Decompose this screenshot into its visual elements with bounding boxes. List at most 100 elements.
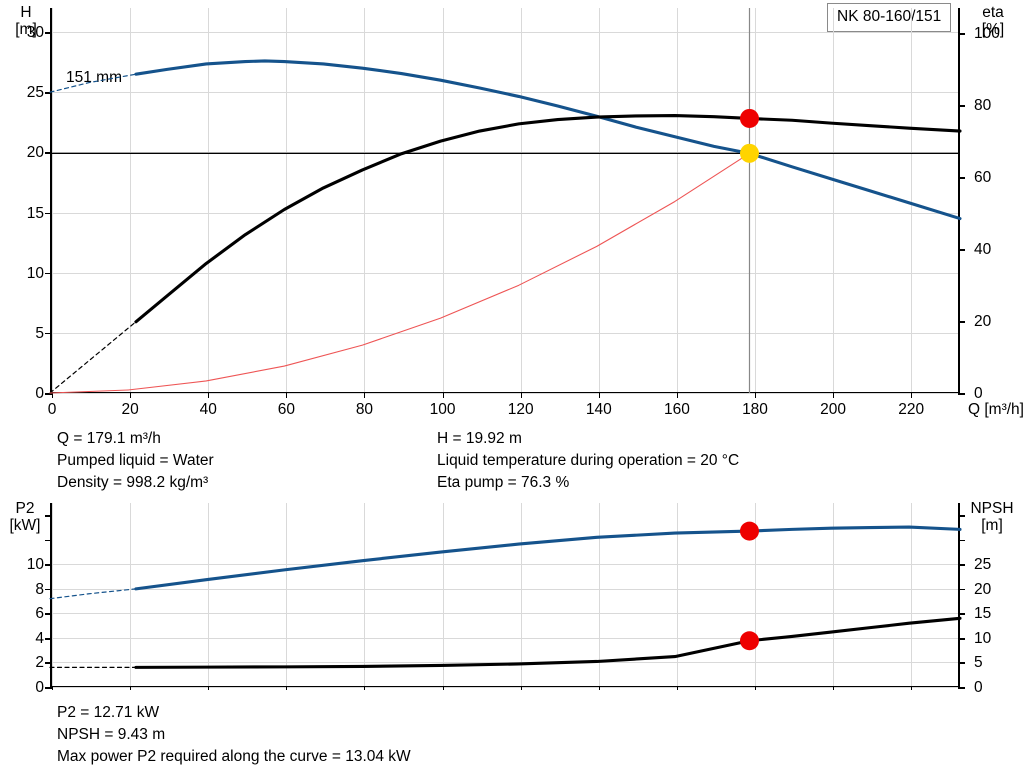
info-line: Density = 998.2 kg/m³	[57, 474, 209, 491]
axis-tick-right	[958, 177, 965, 179]
axis-label-bottom: 0	[47, 401, 57, 418]
axis-label-left: 6	[35, 605, 44, 623]
grid-line-vertical	[52, 8, 53, 392]
grid-line-vertical	[755, 8, 756, 392]
axis-tick-bottom	[208, 392, 210, 398]
grid-line-vertical	[520, 503, 522, 686]
axis-tick-right	[958, 588, 965, 591]
axis-tick-bottom	[364, 686, 366, 690]
axis-label-left: 30	[26, 24, 44, 42]
duty-point-info-top: Q = 179.1 m³/h Pumped liquid = Water Den…	[0, 428, 1024, 500]
axis-tick-left	[45, 515, 52, 517]
axis-label-right: 5	[974, 654, 983, 672]
axis-tick-left	[45, 332, 52, 335]
axis-tick-right	[958, 321, 965, 323]
axis-tick-bottom	[286, 392, 288, 398]
axis-tick-bottom	[755, 392, 756, 398]
bottom-right-axis-name: NPSH [m]	[970, 500, 1014, 534]
grid-line-vertical	[130, 8, 132, 392]
grid-line-vertical	[208, 8, 210, 392]
axis-tick-bottom	[520, 686, 522, 690]
top-right-axis-name: eta [%]	[981, 4, 1005, 38]
duty-point-efficiency-marker[interactable]	[739, 108, 759, 128]
grid-line-vertical	[364, 8, 366, 392]
axis-tick-right	[958, 249, 965, 251]
pump-model-title: NK 80-160/151	[827, 3, 952, 32]
info-line: Eta pump = 76.3 %	[437, 474, 570, 491]
axis-label-right: 25	[974, 556, 992, 574]
axis-label-bottom: 100	[429, 401, 456, 418]
duty-point-power-marker[interactable]	[739, 521, 759, 541]
curve-head-curve-151-mm-h-m	[134, 59, 962, 221]
axis-label-right: 20	[974, 580, 992, 598]
axis-label-bottom: 200	[820, 401, 847, 418]
grid-line-vertical	[52, 503, 53, 686]
axis-label-left: 0	[35, 679, 44, 696]
grid-line-horizontal	[52, 613, 958, 615]
info-line: Liquid temperature during operation = 20…	[437, 452, 740, 469]
axis-label-right: 10	[974, 629, 992, 647]
axis-tick-left	[45, 539, 52, 542]
axis-label-right: 80	[974, 97, 992, 115]
axis-tick-bottom	[755, 686, 756, 690]
grid-line-horizontal	[52, 332, 958, 334]
axis-label-bottom: 20	[121, 401, 139, 418]
axis-tick-bottom	[52, 392, 53, 398]
axis-tick-bottom	[598, 392, 600, 398]
axis-tick-left	[45, 564, 52, 566]
axis-tick-left	[45, 588, 52, 591]
axis-label-left: 0	[35, 385, 44, 402]
axis-tick-right	[958, 637, 965, 640]
curve-npsh-m	[134, 616, 962, 669]
axis-label-bottom: 140	[585, 401, 612, 418]
info-line: Max power P2 required along the curve = …	[57, 748, 411, 765]
axis-label-left: 10	[26, 556, 44, 574]
axis-tick-left	[45, 393, 52, 395]
top-curves	[49, 8, 962, 394]
grid-line-horizontal	[52, 588, 958, 590]
axis-tick-bottom	[911, 686, 913, 690]
axis-tick-bottom	[52, 686, 53, 690]
axis-tick-bottom	[286, 686, 288, 690]
axis-label-right: 40	[974, 241, 992, 259]
axis-label-left: 20	[26, 144, 44, 162]
axis-tick-bottom	[364, 392, 366, 398]
grid-line-vertical	[364, 503, 366, 686]
axis-label-right: 100	[974, 25, 1000, 43]
axis-tick-bottom	[833, 392, 835, 398]
grid-line-vertical	[676, 503, 678, 686]
duty-point-npsh-marker[interactable]	[739, 631, 759, 651]
info-top-left-column: Q = 179.1 m³/h Pumped liquid = Water Den…	[57, 428, 437, 494]
axis-tick-right	[958, 687, 965, 689]
axis-tick-bottom	[130, 686, 132, 690]
axis-label-left: 4	[35, 629, 44, 647]
x-axis-title: Q [m³/h]	[968, 401, 1024, 418]
axis-label-right: 15	[974, 605, 992, 623]
axis-tick-bottom	[130, 392, 132, 398]
info-line: Pumped liquid = Water	[57, 452, 214, 469]
axis-label-left: 10	[26, 264, 44, 282]
axis-tick-right	[958, 662, 965, 665]
axis-label-bottom: 180	[742, 401, 768, 418]
axis-label-bottom: 220	[898, 401, 925, 418]
info-line: P2 = 12.71 kW	[57, 704, 160, 721]
axis-tick-left	[45, 212, 52, 215]
grid-line-vertical	[130, 503, 132, 686]
axis-label-left: 5	[35, 324, 44, 342]
curve-efficiency-curve-eta	[134, 114, 962, 324]
axis-tick-right	[958, 539, 965, 542]
top-left-axis-name: H [m]	[15, 4, 37, 38]
grid-line-horizontal	[52, 212, 958, 214]
axis-label-bottom: 60	[277, 401, 295, 418]
curve-head-curve-151-mm-dashed-extension	[49, 73, 137, 93]
axis-tick-left	[45, 32, 52, 34]
power-npsh-chart: P2 [kW] NPSH [m] 0 2 4 6 8 10 0 5 10 15 20 25	[0, 498, 1024, 698]
axis-tick-right	[958, 105, 965, 107]
info-line: NPSH = 9.43 m	[57, 726, 166, 743]
duty-point-head-marker[interactable]	[739, 143, 759, 163]
grid-line-horizontal	[52, 272, 958, 274]
grid-line-horizontal	[52, 393, 958, 394]
axis-label-right: 0	[974, 679, 983, 696]
axis-tick-left	[45, 687, 52, 689]
axis-label-left: 8	[35, 580, 44, 598]
